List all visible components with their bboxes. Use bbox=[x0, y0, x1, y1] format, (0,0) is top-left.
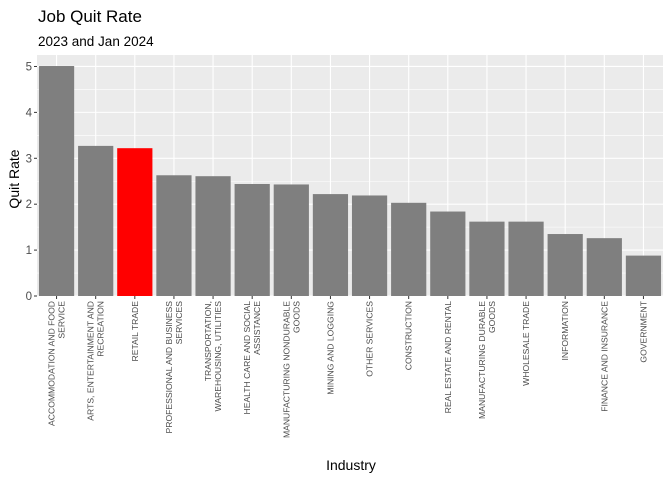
x-tick-label-line: OTHER SERVICES bbox=[365, 301, 375, 377]
x-tick-label: ARTS, ENTERTAINMENT AND RECREATION bbox=[86, 301, 106, 421]
bar bbox=[38, 66, 75, 296]
x-tick-label-line: WAREHOUSING, UTILITIES bbox=[213, 301, 223, 412]
x-tick-label: OTHER SERVICES bbox=[365, 301, 375, 377]
x-tick-label-line: REAL ESTATE AND RENTAL bbox=[443, 301, 453, 414]
x-tick-label: ACCOMMODATION AND FOOD SERVICE bbox=[47, 301, 67, 426]
bars bbox=[38, 66, 662, 296]
bar bbox=[78, 145, 114, 296]
x-tick-label: MANUFACTURING DURABLE GOODS bbox=[477, 301, 497, 419]
x-tick-label-line: RETAIL TRADE bbox=[130, 301, 140, 362]
x-tick-label: PROFESSIONAL AND BUSINESS SERVICES bbox=[164, 301, 184, 434]
x-tick-label-line: MANUFACTURING NONDURABLE bbox=[281, 301, 291, 438]
x-tick-label: REAL ESTATE AND RENTAL bbox=[443, 301, 453, 414]
x-tick-label-line: ASSISTANCE bbox=[252, 301, 262, 355]
bar-highlighted bbox=[117, 148, 153, 296]
bar bbox=[391, 202, 427, 296]
bar bbox=[469, 221, 505, 296]
x-tick-label-line: MINING AND LOGGING bbox=[325, 301, 335, 395]
bar bbox=[273, 184, 309, 296]
y-tick-label: 4 bbox=[26, 107, 33, 119]
x-tick-label: FINANCE AND INSURANCE bbox=[599, 301, 609, 412]
x-tick-label: HEALTH CARE AND SOCIAL ASSISTANCE bbox=[242, 301, 262, 415]
y-tick-label: 3 bbox=[26, 153, 32, 165]
bar bbox=[312, 194, 349, 296]
x-tick-label: MANUFACTURING NONDURABLE GOODS bbox=[281, 301, 301, 438]
x-tick-label-line: HEALTH CARE AND SOCIAL bbox=[242, 301, 252, 415]
x-tick-label-line: CONSTRUCTION bbox=[404, 301, 414, 370]
x-tick-label: RETAIL TRADE bbox=[130, 301, 140, 362]
chart-subtitle: 2023 and Jan 2024 bbox=[38, 34, 154, 49]
x-tick-label-line: TRANSPORTATION, bbox=[203, 301, 213, 381]
bar bbox=[195, 176, 231, 296]
x-tick-label-line: SERVICES bbox=[174, 301, 184, 345]
x-tick-label-line: INFORMATION bbox=[560, 301, 570, 361]
x-tick-label: CONSTRUCTION bbox=[404, 301, 414, 370]
y-tick-label: 0 bbox=[26, 291, 32, 303]
x-tick-label-line: MANUFACTURING DURABLE bbox=[477, 301, 487, 419]
y-axis-title: Quit Rate bbox=[6, 149, 22, 208]
bar bbox=[547, 234, 583, 296]
bar bbox=[625, 255, 662, 296]
x-tick-label: INFORMATION bbox=[560, 301, 570, 361]
x-tick-label-line: PROFESSIONAL AND BUSINESS bbox=[164, 301, 174, 434]
y-tick-label: 5 bbox=[26, 61, 32, 73]
chart-title: Job Quit Rate bbox=[38, 7, 142, 26]
x-tick-label-line: RECREATION bbox=[96, 301, 106, 357]
x-tick-label-line: GOODS bbox=[487, 301, 497, 333]
bar bbox=[156, 175, 192, 296]
x-tick-label: MINING AND LOGGING bbox=[325, 301, 335, 395]
x-axis-title: Industry bbox=[326, 457, 376, 473]
bar bbox=[234, 183, 270, 296]
bar bbox=[508, 221, 544, 296]
x-tick-label: GOVERNMENT bbox=[638, 300, 648, 362]
y-tick-label: 1 bbox=[26, 245, 32, 257]
x-tick-label-line: FINANCE AND INSURANCE bbox=[599, 301, 609, 412]
y-tick-label: 2 bbox=[26, 199, 32, 211]
bar bbox=[351, 195, 388, 296]
bar bbox=[586, 238, 622, 296]
x-tick-label-line: GOODS bbox=[291, 301, 301, 333]
x-tick-label-line: WHOLESALE TRADE bbox=[521, 301, 531, 386]
x-tick-label-line: ACCOMMODATION AND FOOD bbox=[47, 301, 57, 426]
x-axis: ACCOMMODATION AND FOOD SERVICE ARTS, ENTER… bbox=[47, 296, 648, 438]
x-tick-label-line: SERVICE bbox=[57, 301, 67, 339]
x-tick-label: TRANSPORTATION, WAREHOUSING, UTILITIES bbox=[203, 301, 223, 412]
x-tick-label-line: GOVERNMENT bbox=[638, 300, 648, 362]
y-axis: 0 1 2 3 4 5 bbox=[26, 61, 37, 303]
x-tick-label-line: ARTS, ENTERTAINMENT AND bbox=[86, 301, 96, 421]
bar bbox=[430, 211, 466, 296]
x-tick-label: WHOLESALE TRADE bbox=[521, 301, 531, 386]
